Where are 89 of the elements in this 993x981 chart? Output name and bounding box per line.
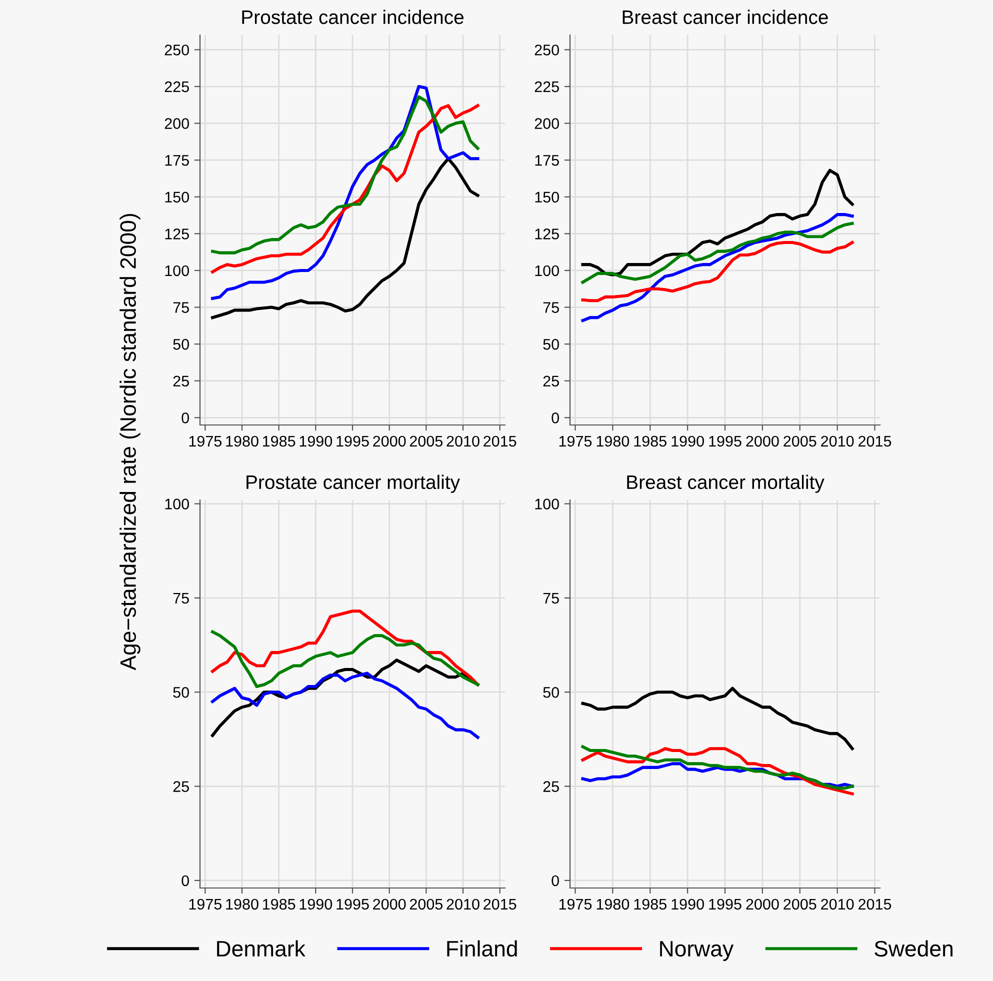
- y-axis-title: Age−standardized rate (Nordic standard 2000): [120, 214, 140, 670]
- x-tick-label: 2015: [484, 898, 516, 910]
- x-tick-label: 1975: [559, 436, 592, 447]
- line-series: [210, 610, 480, 686]
- x-tick-label: 2000: [746, 898, 779, 910]
- x-tick-label: 2000: [746, 436, 779, 447]
- x-tick-label: 2015: [858, 436, 892, 447]
- y-tick-label: 225: [534, 81, 559, 92]
- x-tick-label: 1980: [226, 898, 258, 910]
- x-tick-label: 1985: [263, 898, 296, 910]
- x-tick-label: 2010: [821, 898, 854, 910]
- y-tick-label: 0: [182, 875, 189, 886]
- x-tick-label: 2005: [410, 436, 443, 447]
- x-tick-label: 2015: [858, 898, 892, 910]
- y-tick-label: 50: [543, 686, 559, 698]
- y-tick-label: 175: [535, 155, 559, 166]
- line-series: [581, 240, 854, 302]
- y-tick-label: 100: [535, 265, 559, 276]
- x-tick-label: 1990: [300, 898, 332, 910]
- chart-title: Breast cancer mortality: [627, 474, 824, 493]
- x-tick-label: 2000: [373, 436, 406, 447]
- line-series: [581, 168, 854, 276]
- line-series: [210, 672, 480, 739]
- x-tick-label: 1995: [336, 436, 369, 447]
- x-tick-label: 1975: [189, 436, 222, 447]
- chart-title: Prostate cancer incidence: [242, 10, 464, 24]
- y-tick-label: 75: [173, 302, 189, 313]
- y-tick-label: 200: [534, 118, 559, 129]
- y-tick-label: 0: [182, 412, 189, 424]
- y-tick-label: 25: [543, 376, 559, 387]
- line-series: [210, 157, 480, 320]
- line-series: [210, 95, 480, 254]
- x-tick-label: 1985: [263, 436, 296, 447]
- chart-title: Breast cancer incidence: [622, 10, 828, 24]
- y-tick-label: 175: [165, 155, 189, 166]
- x-tick-label: 2000: [373, 898, 406, 910]
- y-tick-label: 0: [552, 875, 559, 886]
- y-tick-label: 50: [173, 686, 189, 698]
- x-tick-label: 1990: [672, 898, 704, 910]
- y-tick-label: 150: [535, 192, 559, 203]
- x-tick-label: 1990: [300, 436, 332, 447]
- x-tick-label: 1995: [336, 898, 369, 910]
- x-tick-label: 1995: [709, 436, 742, 447]
- y-tick-label: 100: [165, 265, 189, 276]
- x-tick-label: 2005: [784, 898, 816, 910]
- x-tick-label: 1980: [226, 436, 258, 447]
- x-tick-label: 2015: [484, 436, 516, 447]
- x-tick-label: 2010: [446, 898, 480, 910]
- legend-label: Sweden: [874, 940, 952, 957]
- y-tick-label: 50: [173, 338, 189, 350]
- y-tick-label: 25: [173, 376, 189, 387]
- y-tick-label: 225: [164, 81, 189, 92]
- y-tick-label: 75: [543, 302, 559, 313]
- x-tick-label: 1995: [709, 898, 742, 910]
- x-tick-label: 1985: [634, 898, 666, 910]
- line-series: [581, 686, 854, 750]
- y-tick-label: 125: [535, 228, 559, 240]
- y-tick-label: 200: [164, 118, 189, 129]
- x-tick-label: 2005: [784, 436, 816, 447]
- y-tick-label: 75: [173, 592, 189, 604]
- x-tick-label: 1985: [634, 436, 666, 447]
- y-tick-label: 100: [535, 498, 559, 510]
- y-tick-label: 100: [165, 498, 189, 510]
- line-series: [210, 630, 480, 688]
- x-tick-label: 1980: [596, 436, 630, 447]
- x-tick-label: 2005: [410, 898, 443, 910]
- x-tick-label: 1990: [672, 436, 704, 447]
- line-series: [210, 104, 480, 274]
- legend-label: Finland: [447, 940, 517, 957]
- line-series: [581, 213, 854, 322]
- line-series: [581, 222, 854, 284]
- y-tick-label: 25: [173, 781, 189, 792]
- x-tick-label: 2010: [821, 436, 854, 447]
- y-tick-label: 125: [165, 228, 189, 240]
- x-tick-label: 1975: [559, 898, 592, 910]
- y-tick-label: 75: [543, 592, 559, 604]
- y-tick-label: 0: [552, 412, 559, 424]
- legend-label: Denmark: [217, 940, 306, 957]
- x-tick-label: 2010: [446, 436, 480, 447]
- x-tick-label: 1980: [596, 898, 630, 910]
- y-tick-label: 250: [164, 44, 189, 56]
- legend-label: Norway: [660, 941, 734, 961]
- chart-title: Prostate cancer mortality: [246, 474, 460, 493]
- x-tick-label: 1975: [189, 898, 222, 910]
- y-tick-label: 250: [534, 44, 559, 56]
- y-tick-label: 150: [165, 192, 189, 203]
- y-tick-label: 50: [543, 338, 559, 350]
- line-series: [210, 84, 480, 300]
- y-tick-label: 25: [543, 781, 559, 792]
